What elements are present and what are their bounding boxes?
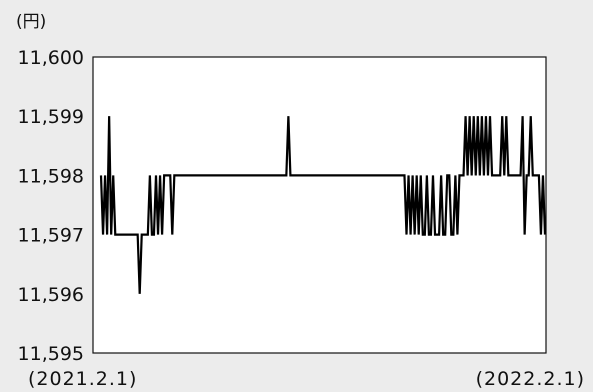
- y-tick-label: 11,597: [18, 225, 84, 247]
- y-tick-label: 11,600: [18, 47, 84, 69]
- x-start-label: (2021.2.1): [28, 368, 137, 390]
- price-line: [99, 116, 547, 294]
- plot-area: [92, 56, 547, 354]
- x-end-label: (2022.2.1): [476, 368, 585, 390]
- y-tick-label: 11,596: [18, 284, 84, 306]
- y-axis-unit-label: (円): [16, 12, 46, 32]
- y-tick-label: 11,599: [18, 106, 84, 128]
- y-tick-label: 11,598: [18, 165, 84, 187]
- y-tick-label: 11,595: [18, 343, 84, 365]
- y-axis-ticks: 11,600 11,599 11,598 11,597 11,596 11,595: [18, 47, 84, 365]
